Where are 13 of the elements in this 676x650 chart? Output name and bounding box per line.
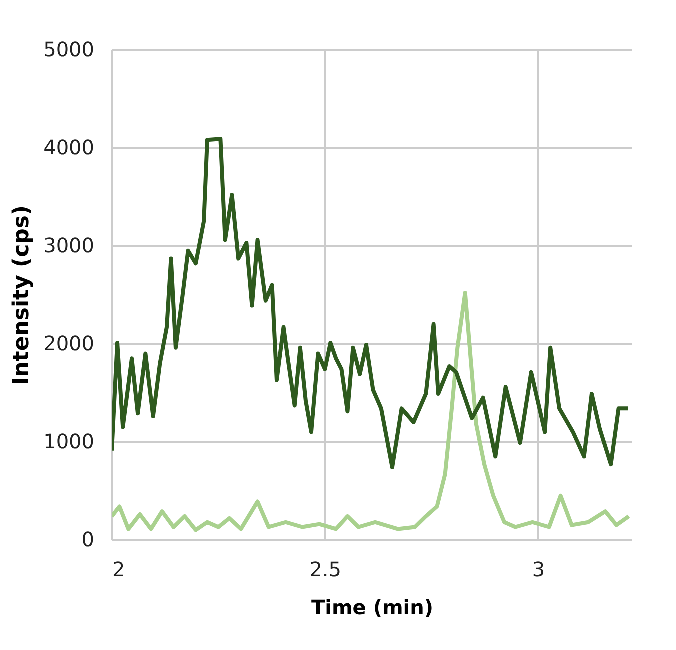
y-tick-label: 0 — [82, 528, 94, 552]
x-tick-label: 2.5 — [310, 558, 342, 582]
x-tick-label: 2 — [112, 558, 126, 582]
y-tick-label: 4000 — [44, 136, 94, 160]
y-tick-label: 5000 — [44, 38, 94, 62]
y-tick-label: 1000 — [44, 430, 94, 454]
y-tick-label: 2000 — [44, 332, 94, 356]
line-series — [112, 137, 630, 470]
line-series — [112, 291, 632, 532]
y-axis-title: Intensity (cps) — [10, 205, 35, 386]
x-axis-title: Time (min) — [311, 596, 434, 620]
y-tick-label: 3000 — [44, 234, 94, 258]
x-tick-label: 3 — [532, 558, 546, 582]
